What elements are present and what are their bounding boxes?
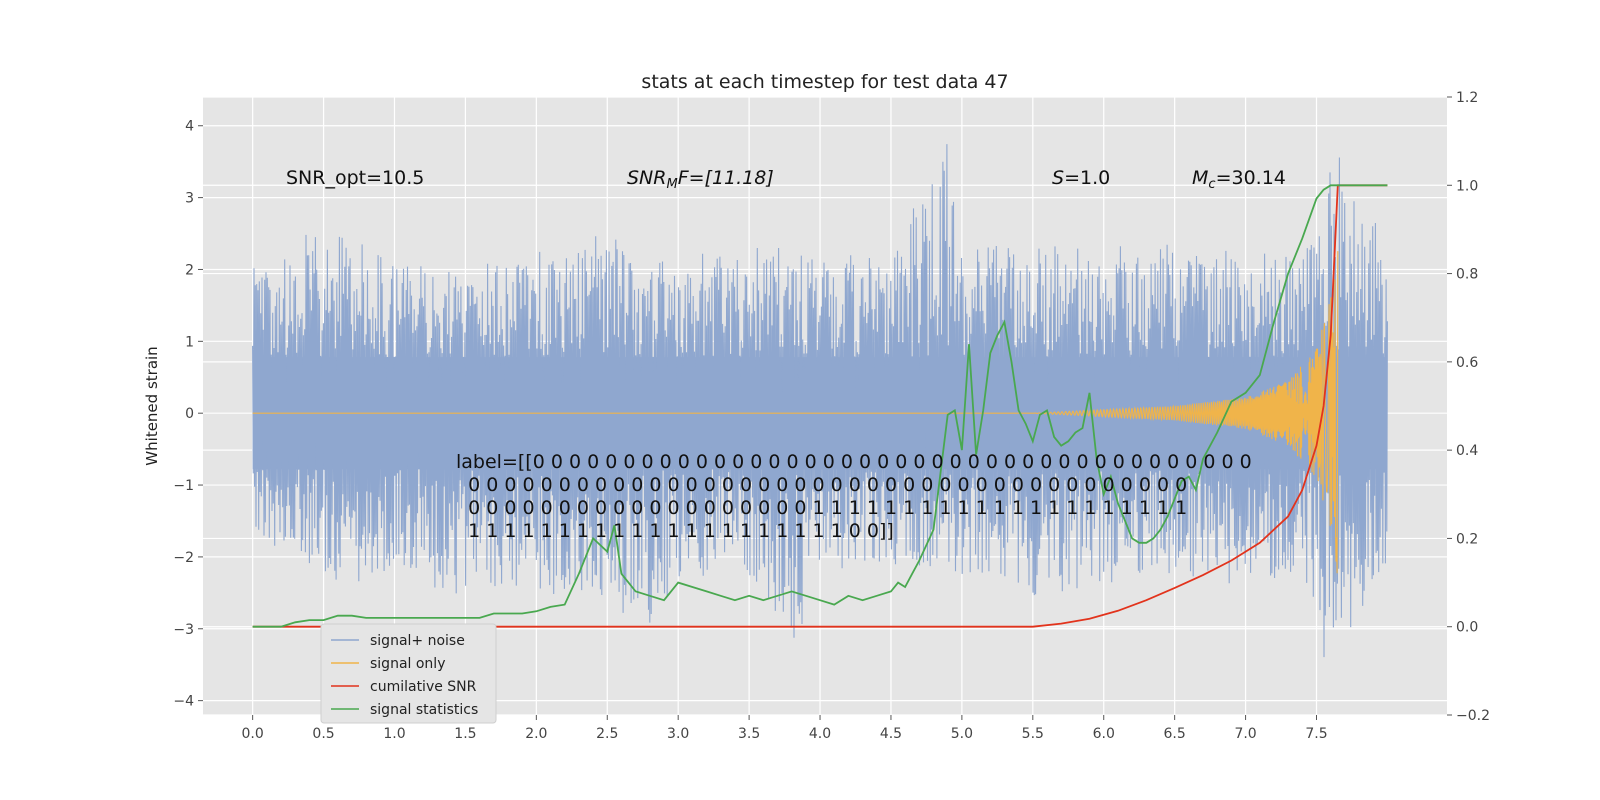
s-symbol: S — [1052, 167, 1064, 189]
s-value: =1.0 — [1064, 167, 1110, 189]
legend-label-signal-noise: signal+ noise — [370, 633, 465, 649]
x-tick-label: 7.0 — [1234, 726, 1256, 742]
label-array: label=[[0 0 0 0 0 0 0 0 0 0 0 0 0 0 0 0 … — [456, 451, 1252, 542]
annotation-s: S=1.0 — [1052, 167, 1110, 189]
y-tick-label: −2 — [173, 550, 194, 566]
x-tick-label: 2.0 — [525, 726, 547, 742]
chart-title: stats at each timestep for test data 47 — [641, 71, 1008, 93]
annotation-snr-mf: SNRMF=[11.18] — [627, 167, 774, 192]
legend: signal+ noise signal only cumilative SNR… — [320, 623, 497, 724]
legend-label-signal-only: signal only — [370, 656, 445, 672]
legend-box — [320, 623, 497, 724]
label-line: 0 0 0 0 0 0 0 0 0 0 0 0 0 0 0 0 0 0 0 1 … — [456, 497, 1187, 519]
annotation-mc: Mc=30.14 — [1192, 167, 1286, 192]
y-axis-label: Whitened strain — [143, 346, 161, 465]
x-tick-label: 4.0 — [809, 726, 831, 742]
mc-value: =30.14 — [1216, 167, 1286, 189]
legend-label-signal-statistics: signal statistics — [370, 702, 478, 718]
x-tick-label: 4.5 — [880, 726, 902, 742]
cumilative-snr-line — [252, 184, 1388, 628]
annotation-snr-opt: SNR_opt=10.5 — [286, 167, 424, 189]
right-axis-series — [252, 184, 1388, 628]
x-tick-label: 1.5 — [454, 726, 476, 742]
snr-mf-symbol: SNR — [627, 167, 666, 189]
signal-statistics-line — [252, 184, 1388, 628]
label-line: 0 0 0 0 0 0 0 0 0 0 0 0 0 0 0 0 0 0 0 0 … — [456, 474, 1187, 496]
x-tick-label: 0.5 — [312, 726, 334, 742]
right-y-tick-label: 0.0 — [1456, 620, 1478, 636]
signal-only-line — [252, 251, 1339, 574]
right-y-tick-label: 0.2 — [1456, 531, 1478, 547]
label-line: 1 1 1 1 1 1 1 1 1 1 1 1 1 1 1 1 1 1 1 1 … — [456, 520, 894, 542]
mc-symbol: M — [1192, 167, 1208, 189]
annotations: SNR_opt=10.5 SNRMF=[11.18] S=1.0 Mc=30.1… — [286, 167, 1286, 192]
right-y-tick-label: 0.4 — [1456, 443, 1478, 459]
x-tick-label: 1.0 — [383, 726, 405, 742]
y-tick-label: −1 — [173, 478, 194, 494]
y-tick-label: 1 — [185, 334, 194, 350]
x-tick-label: 7.5 — [1305, 726, 1327, 742]
label-line: label=[[0 0 0 0 0 0 0 0 0 0 0 0 0 0 0 0 … — [456, 451, 1252, 473]
x-tick-label: 5.5 — [1022, 726, 1044, 742]
x-tick-label: 5.0 — [951, 726, 973, 742]
x-tick-label: 2.5 — [596, 726, 618, 742]
y-tick-label: 4 — [185, 119, 194, 135]
legend-label-cumilative-snr: cumilative SNR — [370, 679, 477, 695]
x-tick-label: 6.0 — [1093, 726, 1115, 742]
snr-mf-value: F=[11.18] — [678, 167, 774, 189]
series-signal-only — [252, 251, 1339, 574]
right-y-tick-label: 0.6 — [1456, 355, 1478, 371]
right-y-tick-label: 1.0 — [1456, 178, 1478, 194]
axes: 0.0 0.5 1.0 1.5 2.0 2.5 3.0 3.5 4.0 4.5 5.0 5.5 6.0 6… — [173, 90, 1490, 742]
mc-subscript: c — [1208, 177, 1215, 192]
y-tick-label: 3 — [185, 191, 194, 207]
y-tick-label: −3 — [173, 622, 194, 638]
y-tick-label: 0 — [185, 406, 194, 422]
y-tick-label: −4 — [173, 694, 194, 710]
x-tick-label: 3.0 — [667, 726, 689, 742]
x-tick-label: 6.5 — [1164, 726, 1186, 742]
snr-mf-subscript: M — [666, 177, 677, 192]
right-y-tick-label: 1.2 — [1456, 90, 1478, 106]
x-tick-label: 3.5 — [738, 726, 760, 742]
right-y-tick-label: −0.2 — [1456, 708, 1490, 724]
right-y-tick-label: 0.8 — [1456, 267, 1478, 283]
y-tick-label: 2 — [185, 262, 194, 278]
x-tick-label: 0.0 — [242, 726, 264, 742]
